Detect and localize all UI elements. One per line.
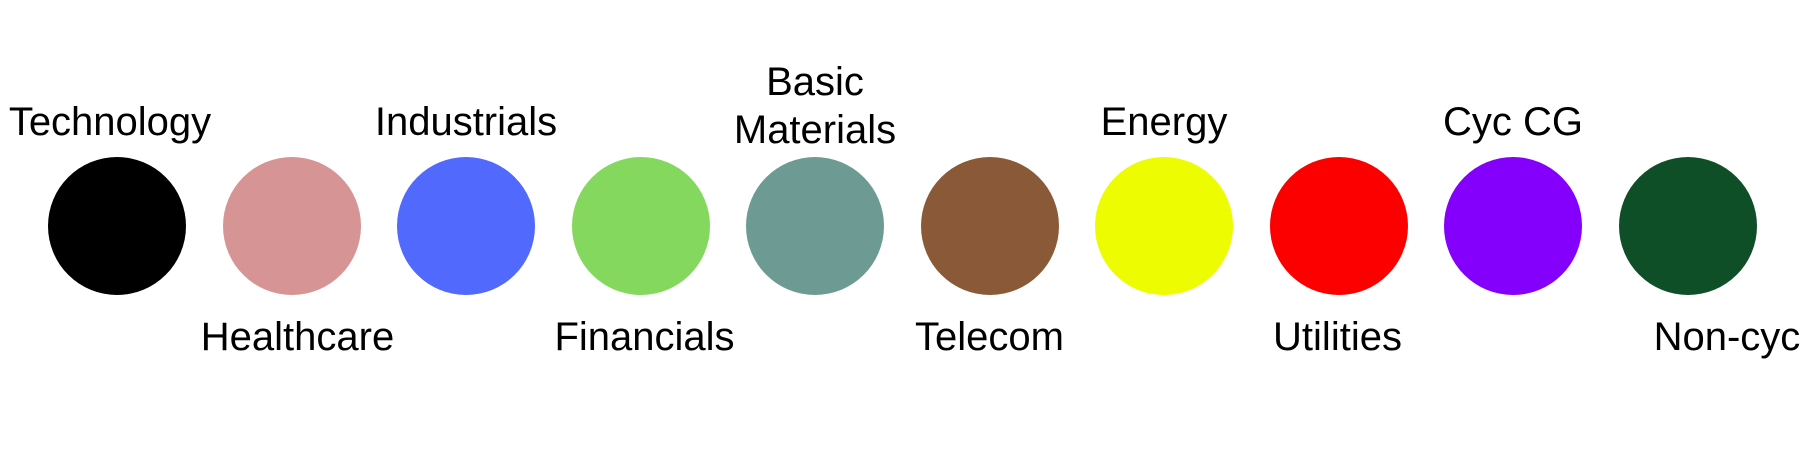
industrials-swatch: [397, 157, 535, 295]
cyc-cg-label: Cyc CG: [1443, 100, 1583, 144]
financials-swatch: [571, 157, 710, 295]
basic-materials-label: Basic Materials: [733, 60, 897, 152]
non-cyc-cg-label: Non-cyc CG: [1653, 315, 1806, 359]
telecom-swatch: [920, 157, 1059, 295]
industrials-label: Industrials: [374, 100, 558, 144]
technology-swatch: [48, 157, 186, 295]
technology-label: Technology: [8, 100, 212, 144]
non-cyc-cg-swatch: [1618, 157, 1757, 295]
basic-materials-swatch: [746, 157, 884, 295]
healthcare-swatch: [222, 157, 361, 295]
telecom-label: Telecom: [915, 315, 1064, 359]
cyc-cg-swatch: [1444, 157, 1582, 295]
utilities-swatch: [1269, 157, 1408, 295]
energy-swatch: [1095, 157, 1233, 295]
financials-label: Financials: [554, 315, 735, 359]
utilities-label: Utilities: [1273, 315, 1402, 359]
energy-label: Energy: [1100, 100, 1228, 144]
healthcare-label: Healthcare: [200, 315, 395, 359]
